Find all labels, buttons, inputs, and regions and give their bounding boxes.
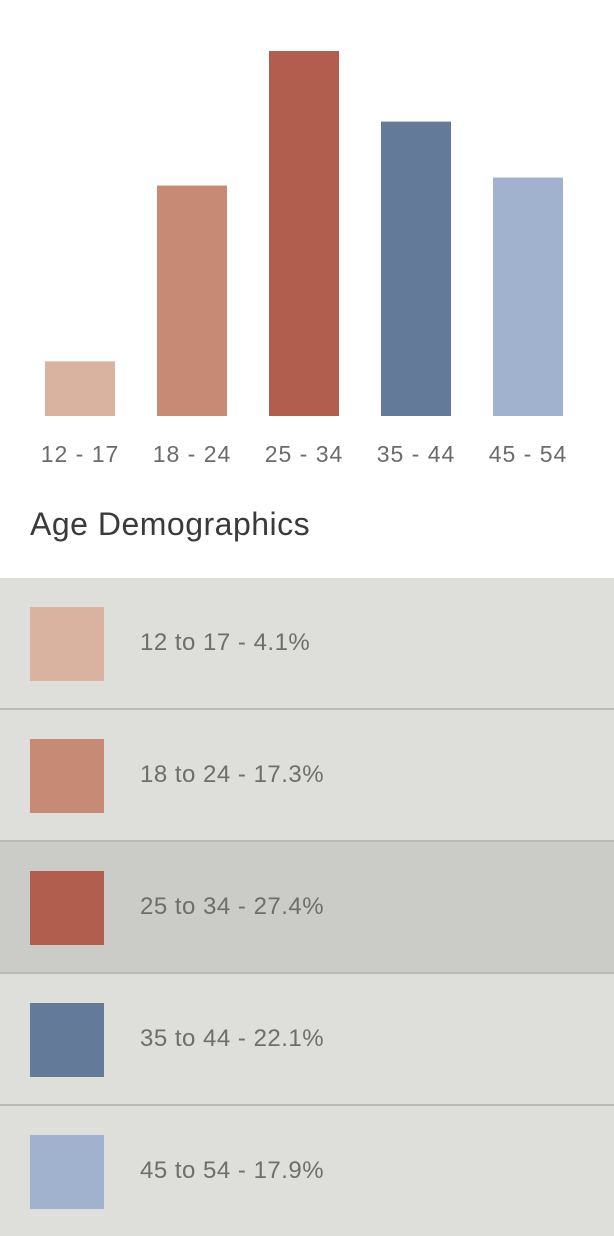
legend-swatch [30,607,104,681]
x-tick-label: 45 - 54 [489,441,568,467]
bar-18-24[interactable] [157,186,227,416]
x-tick-label: 18 - 24 [153,441,232,467]
x-tick-label: 35 - 44 [377,441,456,467]
legend-label: 12 to 17 - 4.1% [140,578,310,708]
legend-item-45-54[interactable]: 45 to 54 - 17.9% [0,1106,614,1236]
legend-label: 45 to 54 - 17.9% [140,1106,324,1236]
legend-swatch [30,1003,104,1077]
x-tick-label: 12 - 17 [41,441,120,467]
legend-item-18-24[interactable]: 18 to 24 - 17.3% [0,710,614,842]
legend-label: 25 to 34 - 27.4% [140,842,324,972]
chart-title: Age Demographics [30,506,310,543]
legend-swatch [30,1135,104,1209]
x-tick-label: 25 - 34 [265,441,344,467]
bar-chart-svg: 12 - 17 18 - 24 25 - 34 35 - 44 45 - 54 [0,0,614,480]
bar-12-17[interactable] [45,361,115,416]
legend-item-12-17[interactable]: 12 to 17 - 4.1% [0,578,614,710]
legend-label: 35 to 44 - 22.1% [140,974,324,1104]
bar-35-44[interactable] [381,122,451,416]
legend-swatch [30,871,104,945]
legend-item-35-44[interactable]: 35 to 44 - 22.1% [0,974,614,1106]
bar-chart: 12 - 17 18 - 24 25 - 34 35 - 44 45 - 54 [0,0,614,480]
legend-label: 18 to 24 - 17.3% [140,710,324,840]
legend-swatch [30,739,104,813]
legend: 12 to 17 - 4.1% 18 to 24 - 17.3% 25 to 3… [0,578,614,1236]
bar-25-34[interactable] [269,51,339,416]
bar-45-54[interactable] [493,178,563,416]
legend-item-25-34[interactable]: 25 to 34 - 27.4% [0,842,614,974]
